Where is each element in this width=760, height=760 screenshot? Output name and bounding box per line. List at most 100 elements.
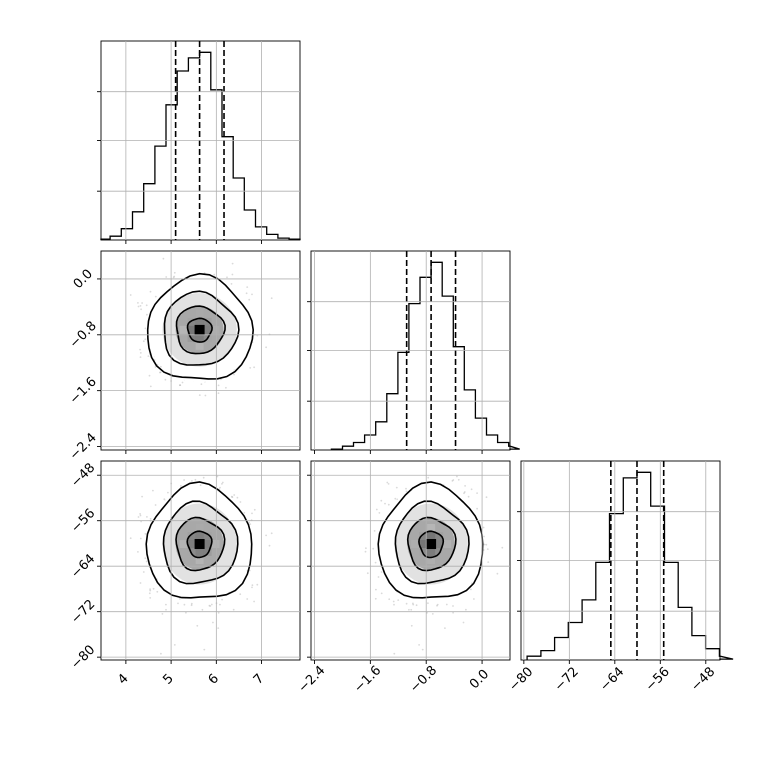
scatter-point [185, 611, 187, 614]
scatter-point [160, 652, 162, 655]
scatter-point [159, 371, 162, 374]
scatter-point [145, 304, 148, 307]
scatter-point [394, 497, 397, 500]
density-cell [187, 325, 196, 334]
density-cell [443, 540, 452, 549]
scatter-point [208, 604, 211, 607]
scatter-point [190, 604, 193, 607]
histogram-steps [330, 261, 520, 450]
scatter-point [405, 490, 408, 493]
scatter-point [177, 602, 179, 605]
scatter-point [202, 476, 205, 479]
scatter-point [149, 588, 152, 591]
scatter-point [465, 608, 467, 611]
scatter-point [139, 513, 142, 515]
scatter-point [179, 384, 181, 387]
scatter-point [372, 547, 375, 550]
scatter-point [225, 386, 227, 389]
x-tick-label: −64 [597, 665, 627, 695]
panel-ticks [97, 251, 300, 454]
x-tick-label: −48 [688, 665, 718, 695]
density-cell [435, 548, 444, 557]
contour-line [163, 290, 240, 366]
scatter-point [253, 366, 256, 369]
scatter-point [251, 293, 253, 296]
density-cell [203, 325, 212, 334]
scatter-point [375, 508, 378, 511]
scatter-point [179, 597, 181, 600]
y-tick-label: −80 [68, 643, 98, 673]
scatter-point [384, 502, 386, 505]
scatter-point [380, 499, 383, 502]
scatter-point [412, 602, 414, 605]
scatter-point [139, 537, 142, 540]
scatter-point [246, 598, 249, 600]
scatter-point [248, 298, 251, 301]
scatter-point [365, 547, 367, 550]
scatter-point [173, 275, 176, 278]
scatter-point [137, 302, 139, 304]
scatter-point [209, 605, 212, 607]
scatter-point [152, 489, 154, 492]
scatter-point [210, 603, 213, 606]
scatter-point [137, 516, 140, 518]
scatter-point [129, 294, 132, 296]
scatter-point [270, 532, 273, 535]
scatter-point [436, 603, 439, 606]
scatter-point [405, 487, 407, 490]
density-cell [435, 540, 444, 549]
panel-frame [100, 250, 301, 451]
density-cell [187, 317, 196, 326]
scatter-point [198, 394, 201, 396]
scatter-point [160, 365, 162, 368]
scatter-point [427, 476, 430, 479]
density-content [129, 461, 273, 655]
scatter-point [139, 582, 142, 584]
scatter-point [217, 392, 220, 395]
scatter-point [470, 588, 472, 591]
y-tick-label: −72 [68, 597, 98, 627]
scatter-point [147, 355, 150, 357]
scatter-point [149, 290, 152, 293]
scatter-point [476, 507, 478, 510]
scatter-point [219, 486, 221, 489]
x-tick-label: −80 [506, 665, 536, 695]
scatter-point [167, 491, 169, 494]
scatter-point [239, 501, 242, 503]
panel-frame [310, 460, 511, 661]
y-tick-label: −48 [68, 461, 98, 491]
density-cell [427, 532, 436, 541]
scatter-point [140, 308, 143, 311]
scatter-point [463, 492, 465, 495]
panel-ticks [307, 461, 510, 664]
scatter-point [148, 374, 151, 377]
density-cell [195, 341, 204, 350]
scatter-point [251, 584, 254, 587]
scatter-point [191, 480, 193, 482]
scatter-point [251, 586, 253, 589]
panel-ticks [97, 41, 300, 244]
density-cell [419, 540, 428, 549]
x-tick-label: −72 [552, 665, 582, 695]
scatter-point [496, 572, 499, 575]
scatter-point [231, 273, 234, 276]
scatter-point [139, 305, 142, 307]
density-cell [203, 540, 212, 549]
scatter-point [397, 599, 400, 601]
scatter-point [144, 533, 147, 535]
x-tick-label: −56 [643, 665, 673, 695]
density-cell [411, 540, 420, 549]
scatter-point [246, 286, 249, 288]
x-tick-label: −0.8 [407, 663, 440, 696]
scatter-point [239, 593, 242, 596]
panel-ticks [97, 461, 300, 664]
scatter-point [387, 503, 390, 506]
scatter-point [418, 644, 420, 646]
scatter-point [395, 486, 398, 489]
density-cell [427, 548, 436, 557]
x-tick-label: 7 [251, 671, 267, 687]
scatter-point [393, 603, 395, 606]
density-cell [195, 317, 204, 326]
scatter-point [212, 621, 214, 624]
scatter-point [219, 603, 221, 606]
